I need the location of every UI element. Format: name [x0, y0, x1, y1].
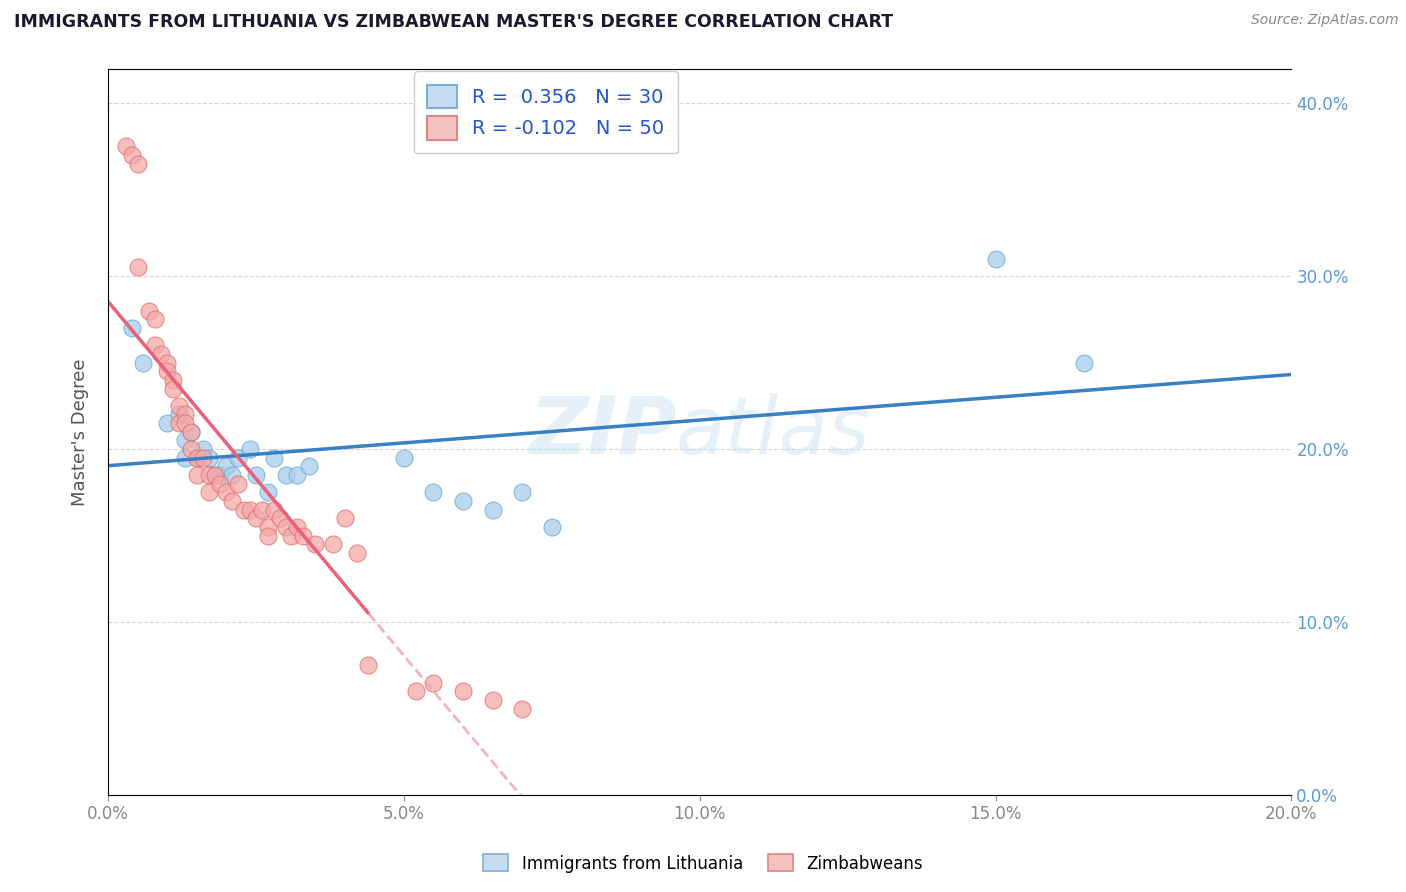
- Point: [143, 338, 166, 352]
- Point: [215, 485, 238, 500]
- Point: [132, 355, 155, 369]
- Point: [245, 511, 267, 525]
- Point: [226, 476, 249, 491]
- Point: [263, 450, 285, 465]
- Point: [156, 355, 179, 369]
- Point: [392, 450, 415, 465]
- Point: [1073, 355, 1095, 369]
- Point: [180, 425, 202, 439]
- Point: [298, 459, 321, 474]
- Point: [167, 399, 190, 413]
- Point: [239, 442, 262, 456]
- Point: [197, 450, 219, 465]
- Y-axis label: Master's Degree: Master's Degree: [72, 358, 89, 506]
- Point: [180, 442, 202, 456]
- Point: [162, 382, 184, 396]
- Point: [285, 520, 308, 534]
- Point: [221, 494, 243, 508]
- Point: [451, 494, 474, 508]
- Point: [256, 528, 278, 542]
- Point: [127, 156, 149, 170]
- Point: [245, 468, 267, 483]
- Point: [174, 416, 197, 430]
- Point: [209, 468, 232, 483]
- Point: [180, 425, 202, 439]
- Point: [156, 416, 179, 430]
- Point: [274, 468, 297, 483]
- Point: [191, 442, 214, 456]
- Point: [333, 511, 356, 525]
- Point: [984, 252, 1007, 266]
- Point: [121, 148, 143, 162]
- Point: [167, 416, 190, 430]
- Point: [322, 537, 344, 551]
- Text: ZIP: ZIP: [529, 392, 676, 471]
- Point: [138, 303, 160, 318]
- Point: [346, 546, 368, 560]
- Point: [127, 260, 149, 275]
- Point: [186, 450, 208, 465]
- Point: [250, 502, 273, 516]
- Point: [510, 701, 533, 715]
- Point: [186, 468, 208, 483]
- Text: IMMIGRANTS FROM LITHUANIA VS ZIMBABWEAN MASTER'S DEGREE CORRELATION CHART: IMMIGRANTS FROM LITHUANIA VS ZIMBABWEAN …: [14, 13, 893, 31]
- Point: [121, 321, 143, 335]
- Point: [263, 502, 285, 516]
- Point: [292, 528, 315, 542]
- Point: [174, 434, 197, 448]
- Point: [156, 364, 179, 378]
- Point: [209, 476, 232, 491]
- Point: [186, 450, 208, 465]
- Point: [422, 675, 444, 690]
- Point: [221, 468, 243, 483]
- Point: [167, 408, 190, 422]
- Point: [451, 684, 474, 698]
- Text: Source: ZipAtlas.com: Source: ZipAtlas.com: [1251, 13, 1399, 28]
- Point: [280, 528, 302, 542]
- Point: [405, 684, 427, 698]
- Legend: Immigrants from Lithuania, Zimbabweans: Immigrants from Lithuania, Zimbabweans: [477, 847, 929, 880]
- Point: [204, 468, 226, 483]
- Point: [239, 502, 262, 516]
- Point: [481, 693, 503, 707]
- Point: [226, 450, 249, 465]
- Point: [481, 502, 503, 516]
- Point: [197, 468, 219, 483]
- Point: [150, 347, 173, 361]
- Point: [233, 502, 256, 516]
- Point: [422, 485, 444, 500]
- Point: [357, 658, 380, 673]
- Point: [197, 485, 219, 500]
- Point: [304, 537, 326, 551]
- Point: [143, 312, 166, 326]
- Text: atlas: atlas: [676, 392, 870, 471]
- Point: [510, 485, 533, 500]
- Point: [174, 408, 197, 422]
- Point: [162, 373, 184, 387]
- Point: [256, 485, 278, 500]
- Point: [215, 459, 238, 474]
- Point: [269, 511, 291, 525]
- Point: [285, 468, 308, 483]
- Point: [114, 139, 136, 153]
- Point: [256, 520, 278, 534]
- Point: [204, 468, 226, 483]
- Legend: R =  0.356   N = 30, R = -0.102   N = 50: R = 0.356 N = 30, R = -0.102 N = 50: [413, 71, 678, 153]
- Point: [174, 450, 197, 465]
- Point: [191, 450, 214, 465]
- Point: [274, 520, 297, 534]
- Point: [540, 520, 562, 534]
